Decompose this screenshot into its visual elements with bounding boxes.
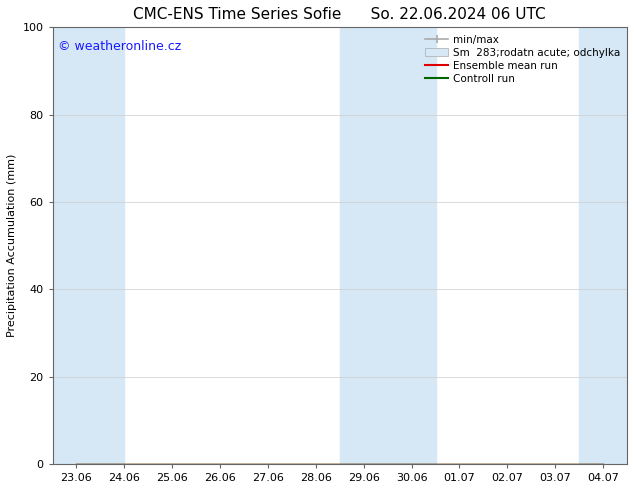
Bar	[579, 27, 634, 464]
Text: © weatheronline.cz: © weatheronline.cz	[58, 40, 181, 53]
Title: CMC-ENS Time Series Sofie      So. 22.06.2024 06 UTC: CMC-ENS Time Series Sofie So. 22.06.2024…	[134, 7, 546, 22]
Bar	[53, 27, 124, 464]
Bar	[340, 27, 436, 464]
Y-axis label: Precipitation Accumulation (mm): Precipitation Accumulation (mm)	[7, 154, 17, 337]
Legend: min/max, Sm  283;rodatn acute; odchylka, Ensemble mean run, Controll run: min/max, Sm 283;rodatn acute; odchylka, …	[421, 30, 624, 88]
